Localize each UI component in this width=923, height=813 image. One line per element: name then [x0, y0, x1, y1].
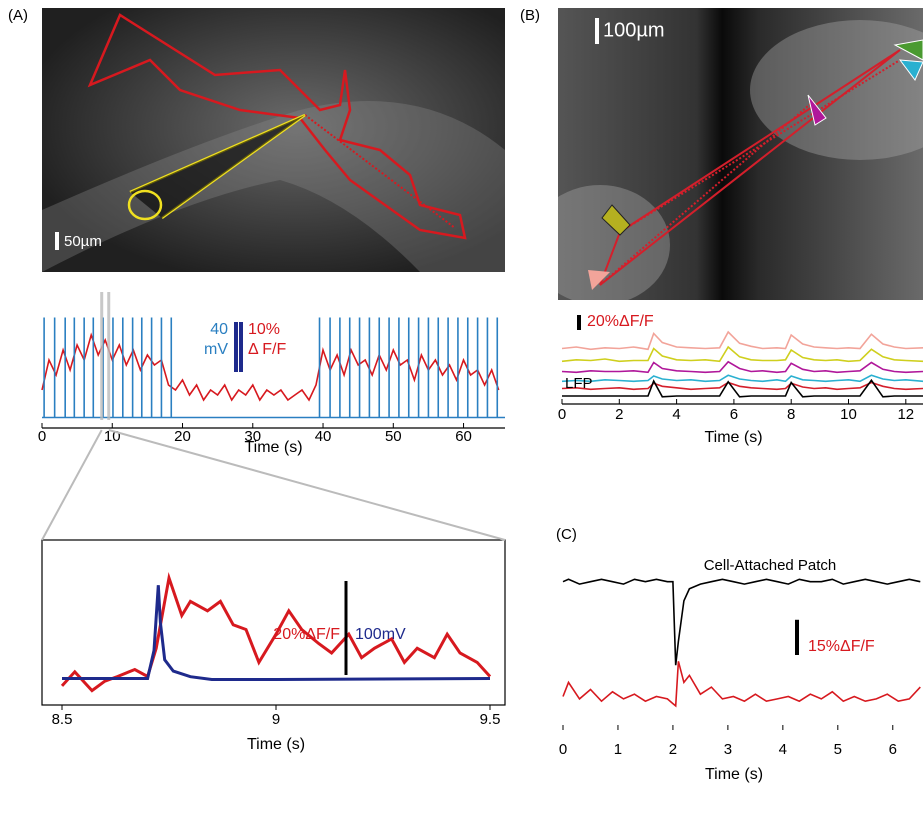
x-tick-label: 50 [385, 428, 402, 445]
x-tick-label: 20 [174, 428, 191, 445]
scale-label: 100mV [355, 626, 406, 643]
x-tick-label: 3 [724, 741, 732, 758]
x-tick-label: 10 [840, 406, 857, 423]
x-axis-label: Time (s) [247, 736, 305, 753]
panel-label: (C) [556, 526, 577, 543]
scale-label: Δ F/F [248, 341, 286, 358]
x-axis-label: Time (s) [704, 429, 762, 446]
x-tick-label: 8.5 [52, 711, 73, 728]
x-axis-label: Time (s) [705, 766, 763, 783]
scale-label: 40 [210, 321, 228, 338]
x-tick-label: 2 [615, 406, 623, 423]
trace [561, 381, 923, 391]
x-axis-label: Time (s) [244, 439, 302, 456]
x-tick-label: 8 [787, 406, 795, 423]
x-tick-label: 30 [244, 428, 261, 445]
panel-label: (B) [520, 7, 540, 24]
trace [62, 585, 491, 681]
x-tick-label: 9 [272, 711, 280, 728]
image-a: 50µm [42, 8, 505, 272]
scale-label: 100µm [603, 19, 665, 41]
scale-label: 20%ΔF/F [273, 626, 340, 643]
image-b: 100µm [558, 8, 923, 300]
trace [561, 330, 923, 351]
x-tick-label: 6 [889, 741, 897, 758]
trace [562, 661, 921, 708]
trace-label: LFP [565, 375, 593, 392]
trace [41, 332, 500, 402]
x-tick-label: 40 [315, 428, 332, 445]
panel-label: (A) [8, 7, 28, 24]
x-tick-label: 6 [730, 406, 738, 423]
zoom-frame [41, 539, 506, 706]
trace [562, 378, 923, 398]
scale-label: 20%ΔF/F [587, 313, 654, 330]
scale-label: 15%ΔF/F [808, 638, 875, 655]
trace [561, 374, 923, 383]
x-tick-label: 0 [559, 741, 567, 758]
trace [561, 360, 923, 374]
x-tick-label: 4 [779, 741, 787, 758]
trace [562, 578, 921, 666]
scale-label: 50µm [64, 233, 102, 250]
x-tick-label: 1 [614, 741, 622, 758]
scale-label: 10% [248, 321, 280, 338]
x-tick-label: 5 [834, 741, 842, 758]
x-tick-label: 9.5 [480, 711, 501, 728]
trace [60, 571, 492, 693]
x-tick-label: 12 [897, 406, 914, 423]
x-tick-label: 4 [672, 406, 680, 423]
x-tick-label: 0 [38, 428, 46, 445]
zoom-guide [41, 429, 103, 541]
trace [561, 345, 923, 363]
scale-label: mV [204, 341, 228, 358]
zoom-guide [108, 429, 506, 541]
x-tick-label: 0 [558, 406, 566, 423]
x-tick-label: 60 [455, 428, 472, 445]
chart-title: Cell-Attached Patch [704, 557, 837, 574]
x-tick-label: 2 [669, 741, 677, 758]
